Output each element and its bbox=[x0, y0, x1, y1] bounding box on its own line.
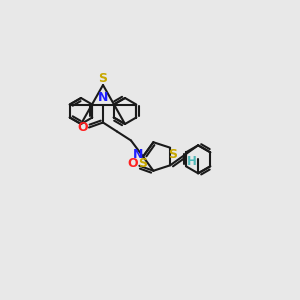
Text: N: N bbox=[133, 148, 143, 161]
Text: S: S bbox=[98, 71, 107, 85]
Text: O: O bbox=[78, 121, 88, 134]
Text: H: H bbox=[187, 155, 197, 168]
Text: S: S bbox=[168, 148, 177, 161]
Text: O: O bbox=[127, 157, 138, 170]
Text: N: N bbox=[98, 91, 108, 104]
Text: S: S bbox=[138, 157, 147, 170]
